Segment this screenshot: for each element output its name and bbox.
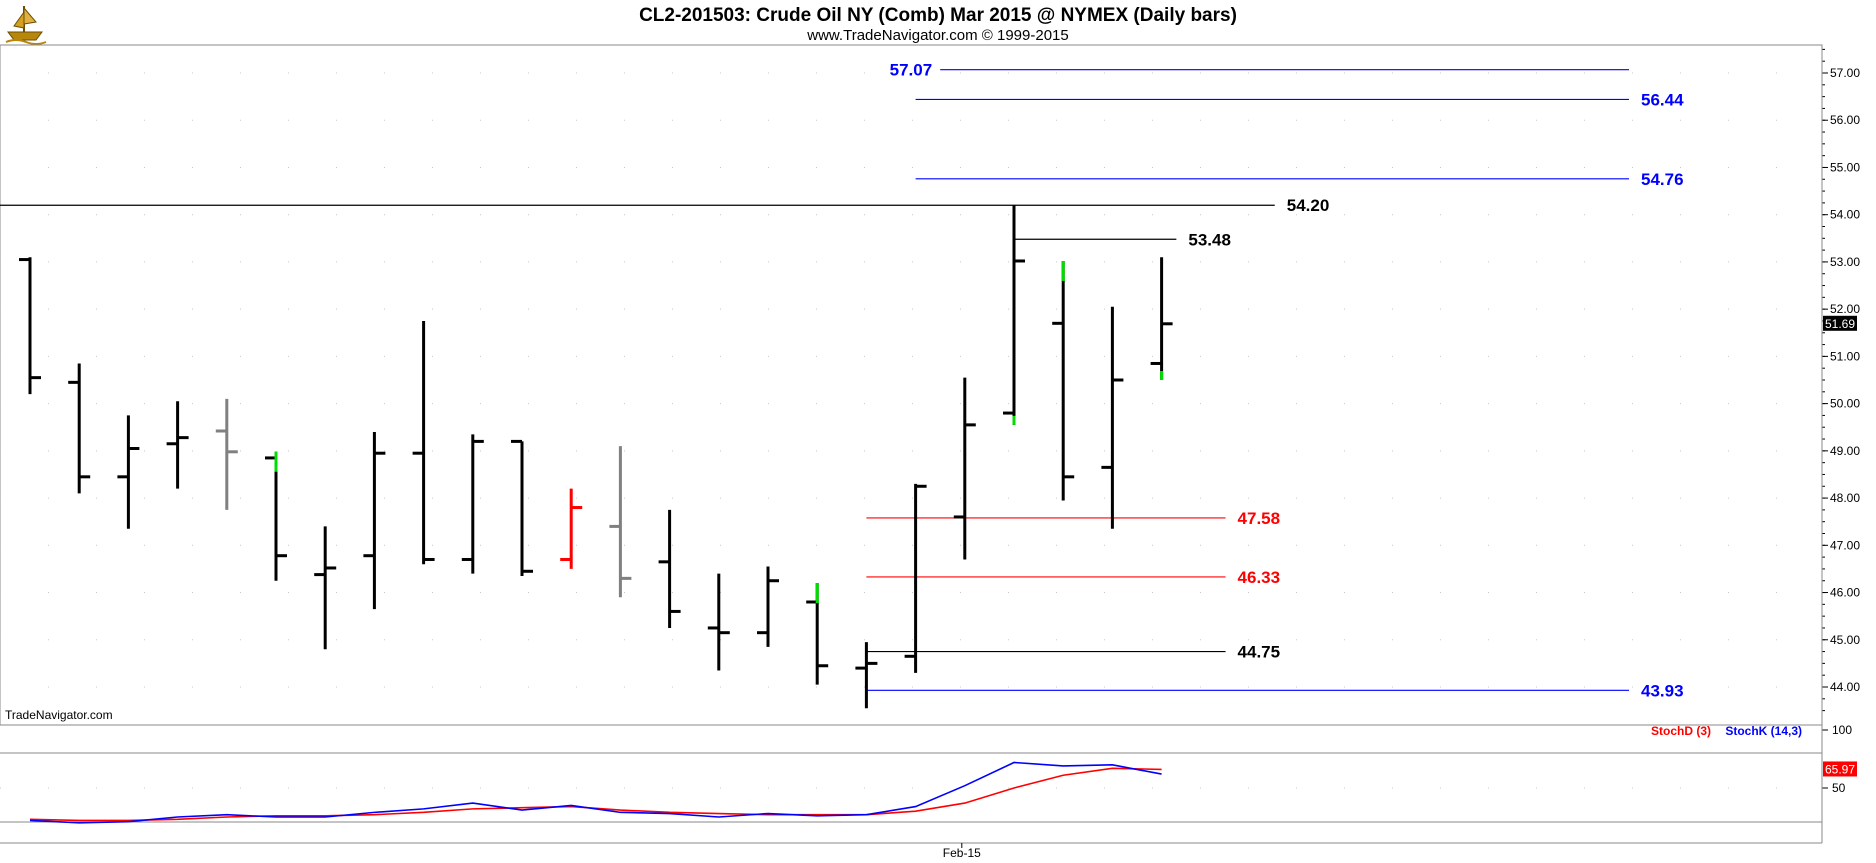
price-axis: 44.00 45.00 46.00 47.00 48.00 49.00 50.00 51.00… (1822, 48, 1860, 712)
y-tick-label-3: 47.00 (1830, 538, 1860, 552)
ohlc-bar-5 (265, 451, 287, 581)
y-tick-label-11: 55.00 (1830, 160, 1860, 174)
ohlc-bar-8 (412, 320, 435, 565)
price-grid (0, 72, 1822, 688)
ohlc-bar-4 (215, 398, 238, 510)
last-price-badge (1823, 315, 1857, 331)
y-tick-label-6: 50.00 (1830, 397, 1860, 411)
stochd-value-label: 65.97 (1825, 762, 1855, 776)
tradenavigator-logo-icon (5, 6, 47, 45)
price-panel-border (0, 44, 1823, 726)
ohlc-bar-11 (560, 488, 583, 569)
last-price-label: 51.69 (1825, 317, 1855, 331)
level-label-3: 54.20 (1287, 196, 1330, 215)
level-label-8: 43.93 (1641, 681, 1684, 700)
header: CL2-201503: Crude Oil NY (Comb) Mar 2015… (0, 0, 1876, 45)
ohlc-bar-10 (511, 439, 533, 577)
ohlc-bar-12 (609, 446, 632, 598)
ohlc-bar-15 (757, 566, 779, 647)
price-panel: 57.07 56.44 54.76 54.20 53.48 47.58 46.33 44.75… (0, 44, 1860, 726)
legend-stochk: StochK (14,3) (1725, 724, 1802, 738)
ohlc-bar-2 (117, 415, 140, 529)
y-tick-label-2: 46.00 (1830, 586, 1860, 600)
stochastic-panel: 100 50 65.97 StochD (3) StochK (14,3) (0, 723, 1857, 844)
level-label-1: 56.44 (1641, 90, 1684, 109)
ohlc-bar-6 (314, 526, 337, 650)
x-tick-label-0: Feb-15 (943, 846, 981, 860)
chart-title: CL2-201503: Crude Oil NY (Comb) Mar 2015… (639, 5, 1237, 26)
ohlc-bar-22 (1101, 306, 1124, 529)
y-tick-label-8: 52.00 (1830, 302, 1860, 316)
ohlc-bar-23 (1150, 257, 1173, 380)
x-axis: Feb-15 (943, 843, 981, 860)
series-line-stochk (29, 761, 1162, 824)
y-tick-label-10: 54.00 (1830, 208, 1860, 222)
price-bars (19, 205, 1173, 709)
y-tick-label-5: 49.00 (1830, 444, 1860, 458)
ohlc-bar-16 (806, 583, 829, 685)
stochd-value-badge (1823, 761, 1857, 777)
y-tick-label-9: 53.00 (1830, 255, 1860, 269)
ohlc-bar-1 (68, 363, 91, 494)
ohlc-bar-19 (953, 377, 976, 560)
ohlc-bar-7 (363, 431, 386, 610)
ohlc-bar-17 (855, 642, 878, 709)
watermark: TradeNavigator.com (5, 708, 113, 722)
legend-stochd: StochD (3) (1651, 724, 1711, 738)
level-label-4: 53.48 (1188, 230, 1231, 249)
header-background (0, 0, 1876, 45)
ohlc-bar-0 (19, 257, 41, 395)
y-tick-label-13: 57.00 (1830, 66, 1860, 80)
stoch-y-tick-label-1: 50 (1832, 781, 1846, 795)
y-tick-label-0: 44.00 (1830, 680, 1860, 694)
level-label-7: 44.75 (1238, 643, 1281, 662)
ohlc-bar-9 (461, 434, 484, 574)
level-label-6: 46.33 (1238, 568, 1281, 587)
ohlc-bar-21 (1052, 260, 1075, 501)
stoch-lines (29, 761, 1162, 824)
y-tick-label-12: 56.00 (1830, 113, 1860, 127)
series-line-stochd (29, 767, 1162, 822)
price-levels: 57.07 56.44 54.76 54.20 53.48 47.58 46.33 44.75… (0, 61, 1684, 700)
y-tick-label-7: 51.00 (1830, 349, 1860, 363)
ohlc-bar-20 (1003, 205, 1025, 425)
stoch-y-tick-label-0: 100 (1832, 723, 1852, 737)
ohlc-bar-3 (166, 401, 189, 489)
ohlc-bar-18 (904, 483, 927, 673)
chart-subtitle: www.TradeNavigator.com © 1999-2015 (806, 27, 1068, 44)
ohlc-bar-13 (658, 509, 681, 628)
level-label-2: 54.76 (1641, 170, 1684, 189)
y-tick-label-4: 48.00 (1830, 491, 1860, 505)
level-label-5: 47.58 (1238, 509, 1281, 528)
stoch-axis: 100 50 65.97 (1822, 723, 1857, 795)
ohlc-bar-14 (707, 573, 730, 671)
level-label-0: 57.07 (890, 61, 933, 80)
y-tick-label-1: 45.00 (1830, 633, 1860, 647)
